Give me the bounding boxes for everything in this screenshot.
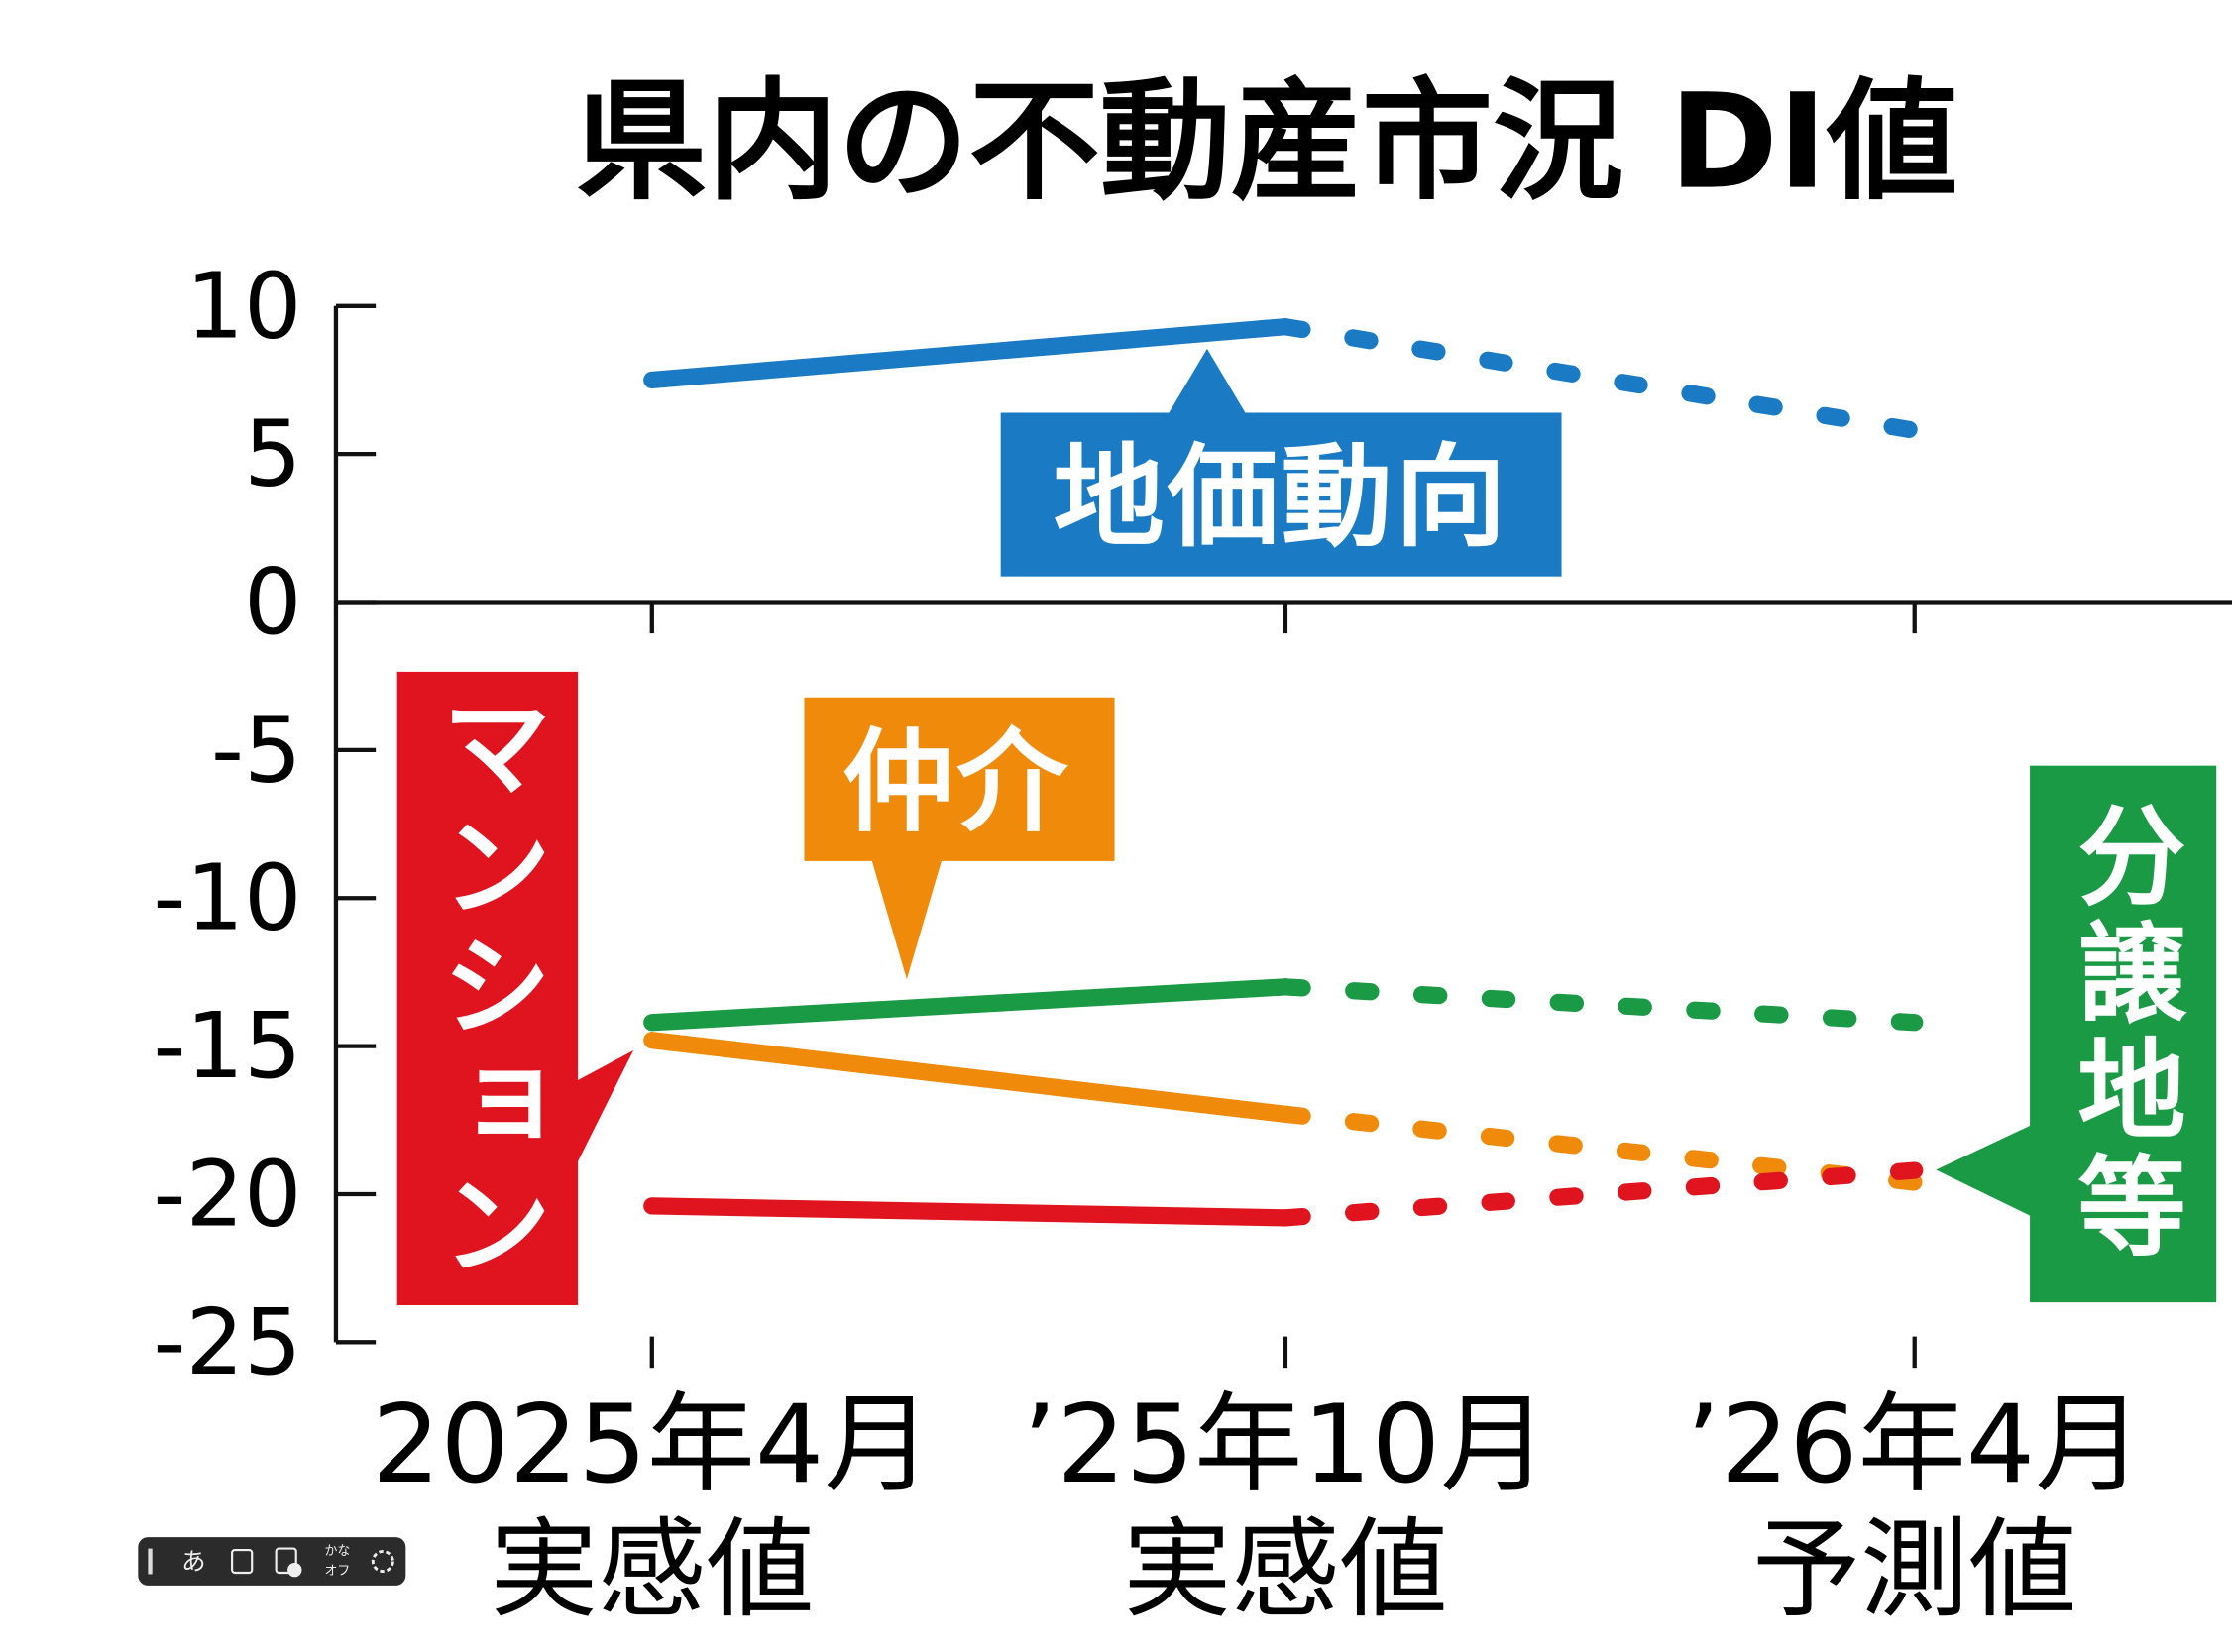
x-tick-label: ’26年4月 (1686, 1381, 2143, 1507)
x-tick-sublabel: 予測値 (1752, 1507, 2076, 1633)
legend-pointer (870, 858, 943, 980)
line (643, 978, 1294, 1032)
y-tick-label: -25 (153, 1289, 301, 1395)
y-tick-label: 0 (244, 549, 301, 655)
legend-label: 仲介 (842, 718, 1070, 847)
legend-box (804, 697, 1115, 861)
legend-box (2030, 765, 2217, 1303)
legend-box (1000, 412, 1562, 577)
y-tick-label: -10 (153, 845, 301, 951)
legend-label: 地価動向 (1054, 434, 1509, 563)
y-tick-label: 10 (186, 253, 302, 359)
ime-icon (231, 1548, 254, 1575)
legend-box (396, 671, 579, 1305)
legend-pointer (575, 1049, 634, 1167)
chart-title: 県内の不動産市況 DI値 (576, 66, 1957, 219)
ime-caret (148, 1548, 153, 1575)
forecast-line (1277, 1105, 1924, 1191)
line (643, 1032, 1294, 1123)
ime-settings (371, 1550, 394, 1574)
y-tick-label: -20 (153, 1141, 301, 1247)
line (643, 1197, 1294, 1227)
y-tick-label: -5 (211, 697, 302, 803)
legend-pointer (1167, 348, 1248, 416)
legend-label: 分譲地等 (2060, 800, 2186, 1267)
ime-icon (275, 1547, 297, 1575)
y-tick-label: 5 (244, 401, 301, 507)
y-tick-label: -15 (153, 993, 301, 1099)
ime-toolbar-bg (138, 1537, 406, 1586)
forecast-line (1277, 1161, 1924, 1227)
forecast-line (1277, 978, 1924, 1032)
x-tick-sublabel: 実感値 (490, 1507, 814, 1633)
x-tick-label: 2025年4月 (372, 1381, 932, 1507)
legend-label: マンション (422, 689, 551, 1286)
ime-mode: あ (181, 1547, 205, 1576)
legend-pointer (1936, 1124, 2033, 1217)
x-tick-sublabel: 実感値 (1123, 1507, 1447, 1633)
ime-icon (287, 1562, 302, 1578)
ime-kana: かな (324, 1544, 350, 1559)
x-tick-label: ’25年10月 (1023, 1381, 1549, 1507)
line (643, 318, 1294, 389)
ime-off: オフ (324, 1564, 350, 1579)
